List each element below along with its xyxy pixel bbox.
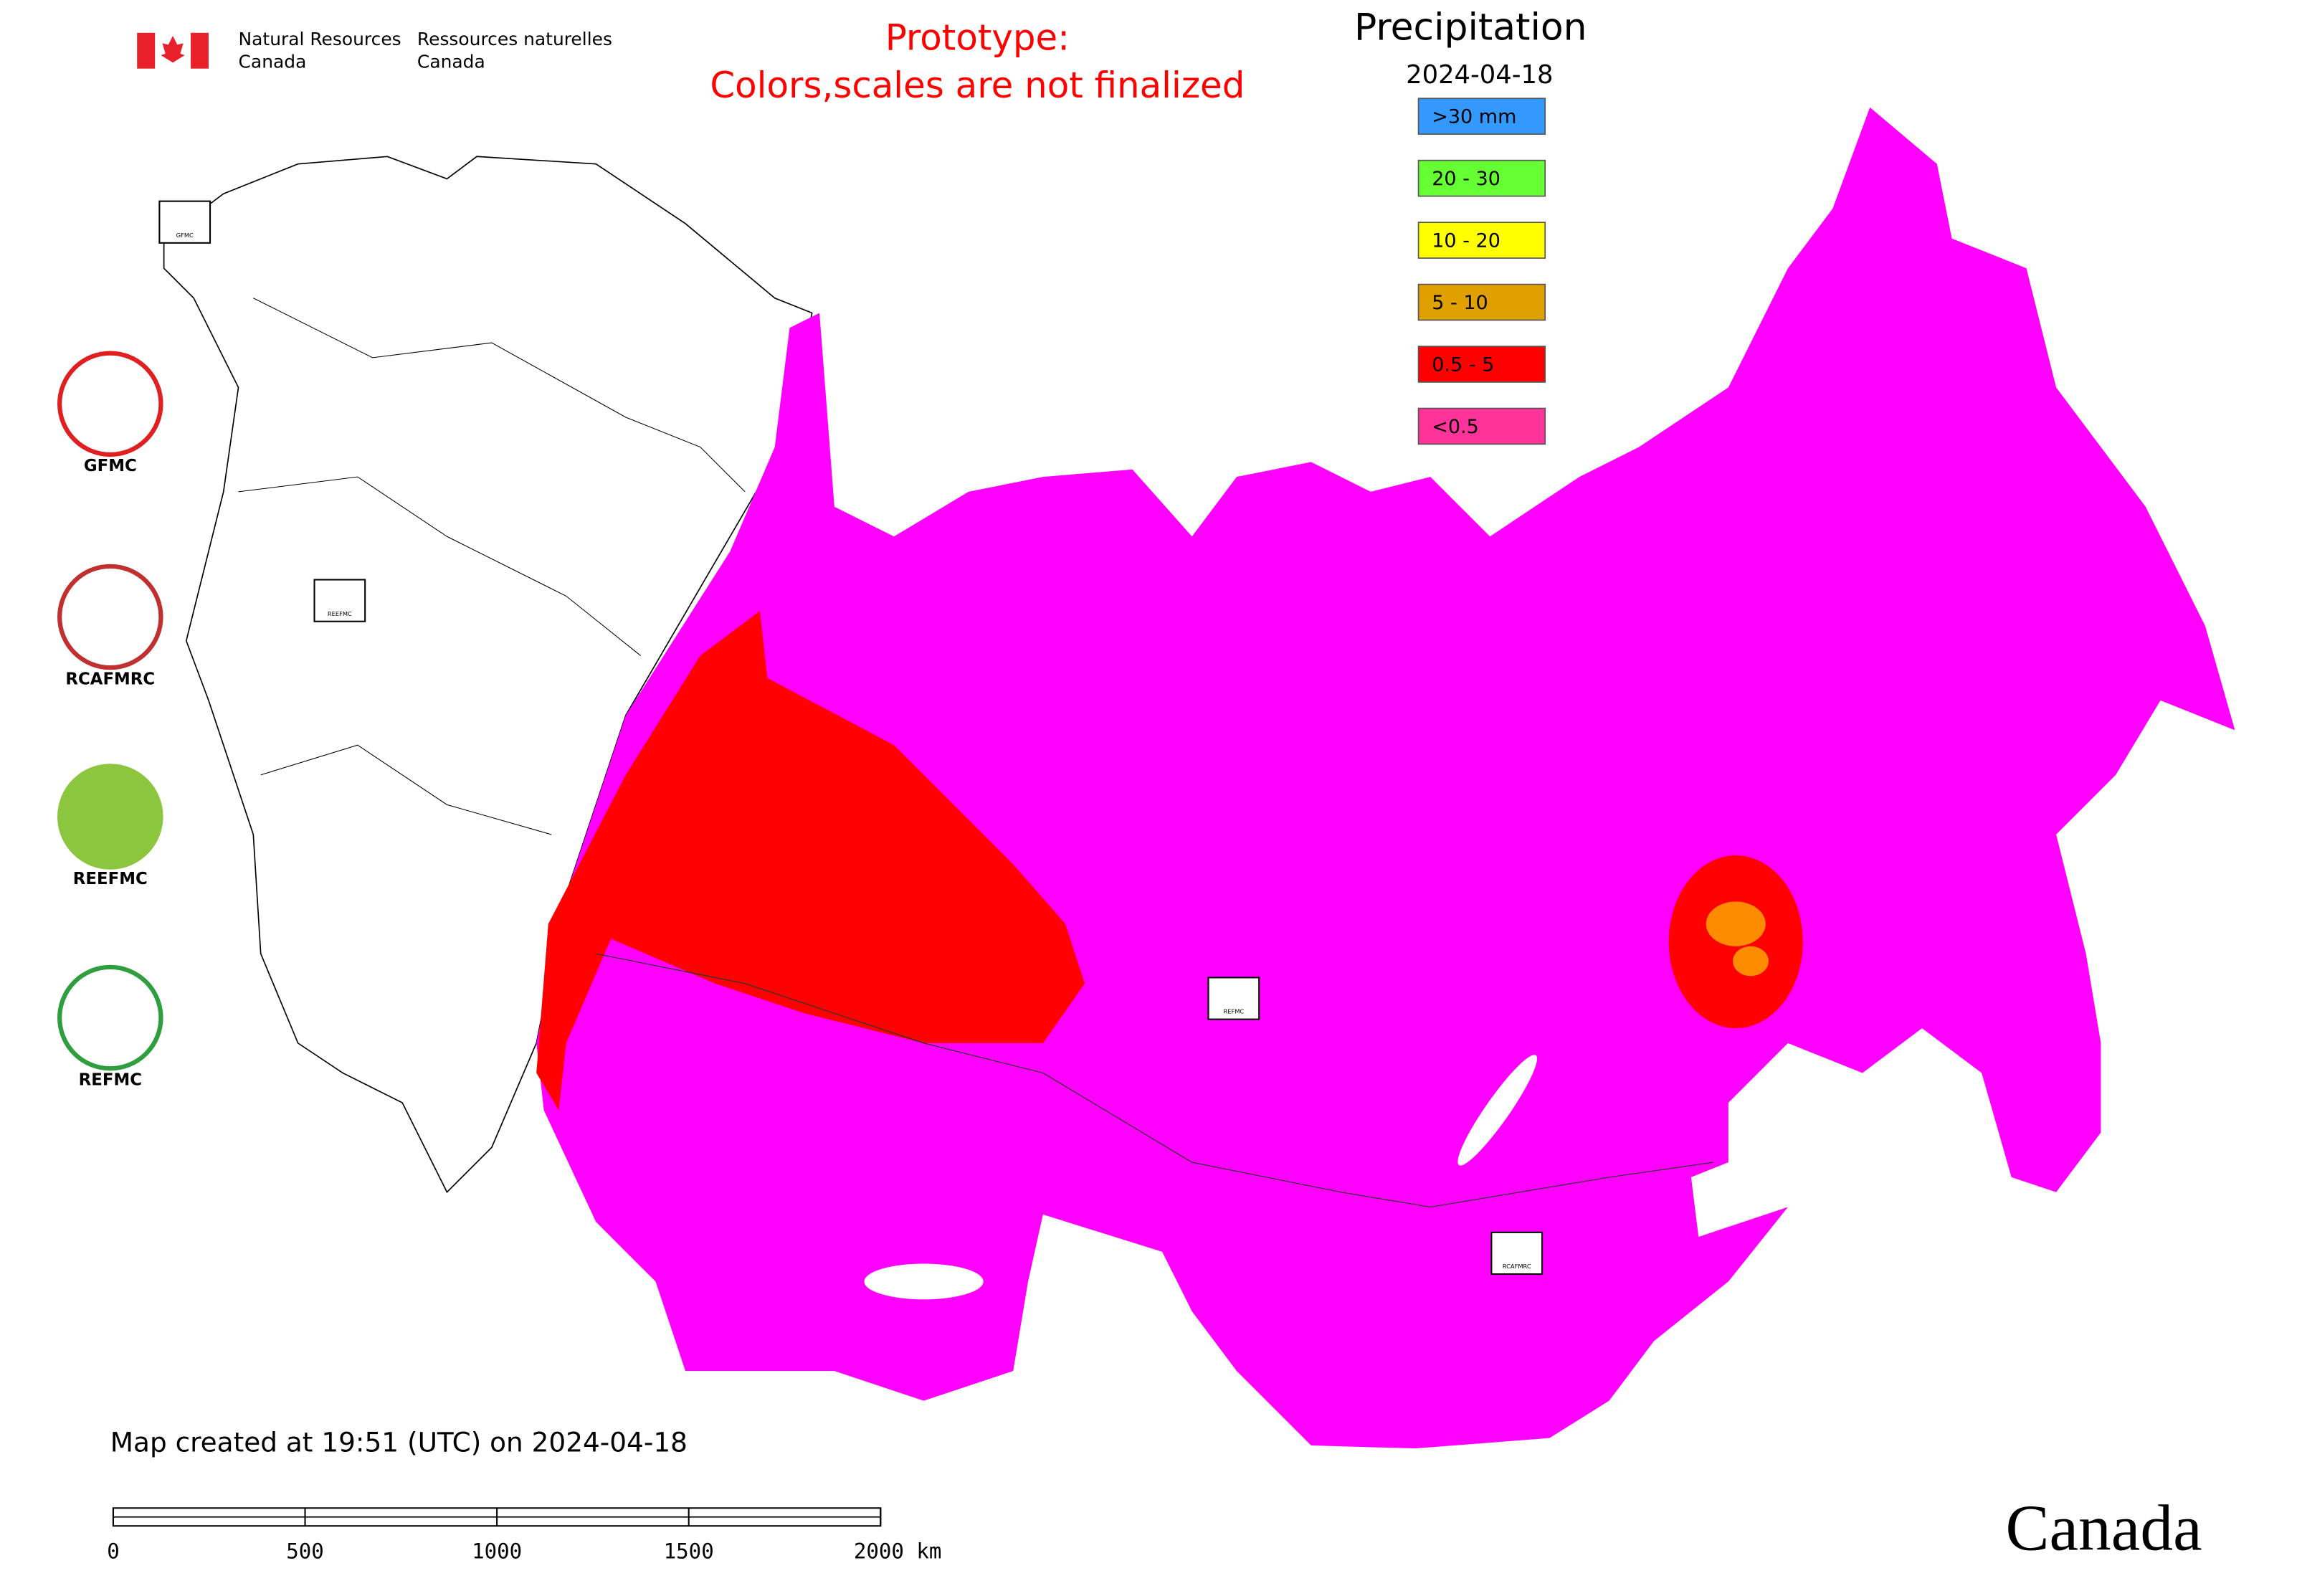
legend-title: Precipitation: [1354, 6, 1587, 49]
marker-label: REFMC: [1223, 1008, 1244, 1015]
logo-label: REFMC: [79, 1070, 142, 1089]
agency-fr: Canada: [417, 51, 485, 72]
scale-label: 1500: [664, 1539, 714, 1564]
precip-lt-0.5: [536, 107, 2235, 1449]
legend-swatch: [1417, 407, 1546, 445]
scale-label: 2000 km: [854, 1539, 942, 1564]
logo-label: RCAFMRC: [65, 670, 155, 688]
scale-label: 0: [107, 1539, 120, 1564]
scale-label: 500: [286, 1539, 324, 1564]
lake-baikal: [1457, 1055, 1538, 1166]
created-note: Map created at 19:51 (UTC) on 2024-04-18: [110, 1426, 688, 1458]
precip-5-10: [1706, 901, 1766, 946]
marker-box: [1490, 1231, 1544, 1276]
legend-label: <0.5: [1432, 416, 1479, 438]
legend-label: 5 - 10: [1432, 292, 1488, 314]
legend-swatch: [1417, 222, 1546, 259]
precip-5-10: [1733, 946, 1769, 977]
marker-label: GFMC: [176, 232, 194, 239]
logo-emblem: [57, 351, 163, 457]
legend-swatch: [1417, 98, 1546, 135]
legend-label: >30 mm: [1432, 106, 1516, 128]
canada-wordmark: Canada: [2005, 1492, 2202, 1564]
scale-label: 1000: [472, 1539, 522, 1564]
legend-swatch: [1417, 283, 1546, 321]
legend-date: 2024-04-18: [1406, 60, 1553, 90]
marker-label: REEFMC: [328, 610, 352, 617]
legend-label: 0.5 - 5: [1432, 354, 1494, 376]
logo-emblem: [57, 564, 163, 670]
marker-label: RCAFMRC: [1503, 1263, 1531, 1270]
marker-box: [1207, 977, 1260, 1020]
notice: Colors,scales are not finalized: [710, 65, 1245, 106]
marker-box: [313, 579, 366, 622]
border: [596, 953, 1714, 1208]
precip-0.5-5: [536, 611, 1085, 1111]
marker-box: [158, 200, 211, 244]
map-area: [163, 107, 2235, 1449]
logo-emblem: [57, 764, 163, 870]
maple-leaf: [161, 35, 185, 63]
border: [253, 298, 746, 493]
scale-bar: 0 500 1000 1500 2000 km: [107, 1507, 942, 1564]
legend: >30 mm 20 - 30 10 - 20 5 - 10 0.5 - 5 <0.5: [1417, 98, 1546, 445]
legend-label: 20 - 30: [1432, 168, 1500, 190]
legend-label: 10 - 20: [1432, 230, 1500, 252]
map-markers: GFMC REEFMC REFMC RCAFMRC: [158, 200, 1544, 1276]
legend-swatch: [1417, 159, 1546, 197]
flag-bar: [137, 32, 156, 69]
agency-en: Canada: [239, 51, 307, 72]
notice: Prototype:: [885, 17, 1070, 59]
lake: [864, 1263, 984, 1300]
agency-fr: Ressources naturelles: [417, 29, 612, 49]
logos: GFMC RCAFMRC REEFMC REFMC: [57, 351, 163, 1089]
agency-en: Natural Resources: [239, 29, 401, 49]
logo-label: GFMC: [84, 457, 137, 475]
logo-label: REEFMC: [73, 870, 148, 888]
logo-emblem: [57, 964, 163, 1071]
legend-swatch: [1417, 346, 1546, 383]
border: [260, 744, 552, 835]
flag-bar: [191, 32, 209, 69]
border: [238, 476, 642, 656]
